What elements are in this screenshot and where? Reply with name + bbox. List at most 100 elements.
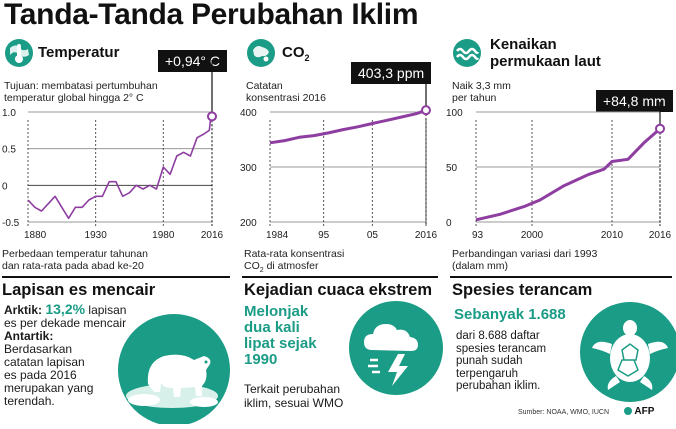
sea-heading-line: Kenaikan bbox=[490, 36, 557, 53]
afp-globe-icon bbox=[624, 407, 632, 415]
sea-x-tick-label: 93 bbox=[472, 230, 484, 241]
temp-x-tick-label: 1880 bbox=[24, 230, 47, 241]
ice-heading: Lapisan es mencair bbox=[2, 281, 156, 299]
afp-logo: AFP bbox=[624, 406, 654, 417]
weather-highlight: Melonjak dua kali lipat sejak 1990 bbox=[244, 304, 317, 368]
species-text-line: terpengaruh bbox=[456, 367, 519, 380]
co2-caption: Rata-rata konsentrasi CO2 di atmosfer bbox=[244, 248, 344, 277]
divider bbox=[2, 276, 230, 278]
co2-heading: CO2 bbox=[282, 44, 310, 63]
co2-caption-pre: CO bbox=[244, 260, 260, 272]
sea-caption-line: (dalam mm) bbox=[452, 260, 509, 272]
source-note: Sumber: NOAA, WMO, IUCN bbox=[518, 409, 610, 416]
co2-note-line: Catatan bbox=[246, 80, 283, 92]
co2-y-tick-label: 200 bbox=[240, 218, 257, 229]
sea-callout: +84,8 mm bbox=[596, 90, 673, 112]
species-highlight: Sebanyak 1.688 bbox=[454, 306, 566, 323]
co2-end-marker bbox=[421, 105, 431, 116]
co2-y-tick-label: 400 bbox=[240, 108, 257, 119]
weather-highlight-line: 1990 bbox=[244, 351, 278, 368]
temperature-note-line: temperatur global hingga 2° C bbox=[4, 92, 144, 104]
sea-caption: Perbandingan variasi dari 1993 (dalam mm… bbox=[452, 248, 597, 272]
weather-highlight-line: Melonjak bbox=[244, 303, 309, 320]
sea-caption-line: Perbandingan variasi dari 1993 bbox=[452, 248, 598, 260]
co2-series-line bbox=[269, 108, 427, 145]
co2-caption-line: CO2 di atmosfer bbox=[244, 260, 344, 277]
temp-y-tick-label: -0.5 bbox=[2, 218, 20, 229]
co2-caption-line: Rata-rata konsentrasi bbox=[244, 248, 345, 260]
co2-globe-icon bbox=[246, 38, 276, 73]
sea-heading-line: permukaan laut bbox=[490, 53, 601, 70]
sea-end-marker bbox=[655, 123, 665, 134]
temperature-note-line: Tujuan: membatasi pertumbuhan bbox=[4, 80, 158, 92]
temp-y-tick-label: 1.0 bbox=[2, 108, 16, 119]
sea-y-tick-label: 100 bbox=[446, 108, 463, 119]
temperature-caption-line: dan rata-rata pada abad ke-20 bbox=[2, 260, 144, 272]
sea-y-tick-label: 50 bbox=[446, 163, 458, 174]
sea-y-tick-label: 0 bbox=[446, 218, 452, 229]
divider bbox=[450, 276, 672, 278]
antarctic-label: Antartik: bbox=[4, 329, 54, 343]
afp-logo-text: AFP bbox=[634, 406, 655, 417]
arctic-value: 13,2% bbox=[45, 301, 86, 317]
sea-x-tick-label: 2010 bbox=[601, 230, 624, 241]
temp-x-tick-label: 1930 bbox=[85, 230, 108, 241]
page-title: Tanda-Tanda Perubahan Iklim bbox=[4, 0, 419, 31]
antarctic-line: catatan lapisan bbox=[4, 355, 85, 369]
co2-heading-sub: 2 bbox=[304, 53, 310, 63]
species-text: dari 8.688 daftar spesies terancam punah… bbox=[456, 330, 546, 393]
waves-icon bbox=[452, 38, 482, 73]
temperature-callout: +0,94° C bbox=[158, 50, 228, 72]
antarctic-line: merupakan yang bbox=[4, 381, 94, 395]
divider bbox=[242, 276, 438, 278]
species-text-line: spesies terancam bbox=[456, 342, 547, 355]
sea-note-line: per tahun bbox=[452, 92, 497, 104]
arctic-rest-line: es per dekade mencair bbox=[4, 316, 127, 330]
sea-turtle-icon bbox=[578, 300, 676, 409]
sea-x-tick-label: 2000 bbox=[521, 230, 544, 241]
temperature-note: Tujuan: membatasi pertumbuhan temperatur… bbox=[4, 80, 158, 104]
arctic-label: Arktik: bbox=[4, 303, 43, 317]
temp-end-marker bbox=[207, 111, 217, 122]
temperature-caption: Perbedaan temperatur tahunan dan rata-ra… bbox=[2, 248, 148, 272]
co2-x-tick-label: 05 bbox=[367, 230, 379, 241]
antarctic-line: Berdasarkan bbox=[4, 342, 73, 356]
temp-y-tick-label: 0 bbox=[2, 181, 8, 192]
species-text-line: punah sudah bbox=[456, 355, 523, 367]
storm-cloud-icon bbox=[348, 300, 444, 401]
weather-highlight-line: lipat sejak bbox=[244, 335, 317, 352]
temp-y-tick-label: 0.5 bbox=[2, 145, 16, 156]
temp-x-tick-label: 1980 bbox=[152, 230, 175, 241]
co2-x-tick-label: 2016 bbox=[415, 230, 438, 241]
weather-heading: Kejadian cuaca ekstrem bbox=[244, 281, 433, 299]
co2-callout: 403,3 ppm bbox=[351, 62, 432, 84]
co2-note-line: konsentrasi 2016 bbox=[246, 92, 326, 104]
sea-level-chart: 0 50 100 93 2000 2010 2016 bbox=[446, 102, 672, 241]
temp-x-tick-label: 2016 bbox=[201, 230, 224, 241]
co2-heading-text: CO bbox=[282, 44, 305, 61]
sea-series-line bbox=[475, 127, 661, 222]
weather-text: Terkait perubahan iklim, sesuai WMO bbox=[244, 382, 343, 410]
sea-note-line: Naik 3,3 mm bbox=[452, 80, 511, 92]
temp-series-line bbox=[27, 116, 213, 220]
antarctic-line: terendah. bbox=[4, 394, 55, 408]
polar-bear-icon bbox=[114, 312, 230, 429]
co2-x-tick-label: 1984 bbox=[266, 230, 289, 241]
species-heading: Spesies terancam bbox=[452, 281, 593, 299]
co2-x-tick-label: 95 bbox=[318, 230, 330, 241]
antarctic-line: es pada 2016 bbox=[4, 368, 77, 382]
co2-note: Catatan konsentrasi 2016 bbox=[246, 80, 326, 104]
antarctic-text: Antartik: Berdasarkan catatan lapisan es… bbox=[4, 330, 93, 408]
arctic-text: Arktik: 13,2% lapisan es per dekade menc… bbox=[4, 301, 127, 330]
weather-highlight-line: dua kali bbox=[244, 319, 300, 336]
sea-x-tick-label: 2016 bbox=[649, 230, 672, 241]
sea-heading: Kenaikan permukaan laut bbox=[490, 36, 601, 70]
thermometer-globe-icon bbox=[4, 38, 34, 73]
temperature-caption-line: Perbedaan temperatur tahunan bbox=[2, 248, 148, 260]
co2-caption-post: di atmosfer bbox=[263, 260, 319, 272]
co2-y-tick-label: 300 bbox=[240, 163, 257, 174]
sea-note: Naik 3,3 mm per tahun bbox=[452, 80, 511, 104]
temperature-chart: -0.5 0 0.5 1.0 1880 1930 1980 2016 bbox=[2, 60, 224, 241]
co2-caption-sub: 2 bbox=[259, 267, 264, 275]
